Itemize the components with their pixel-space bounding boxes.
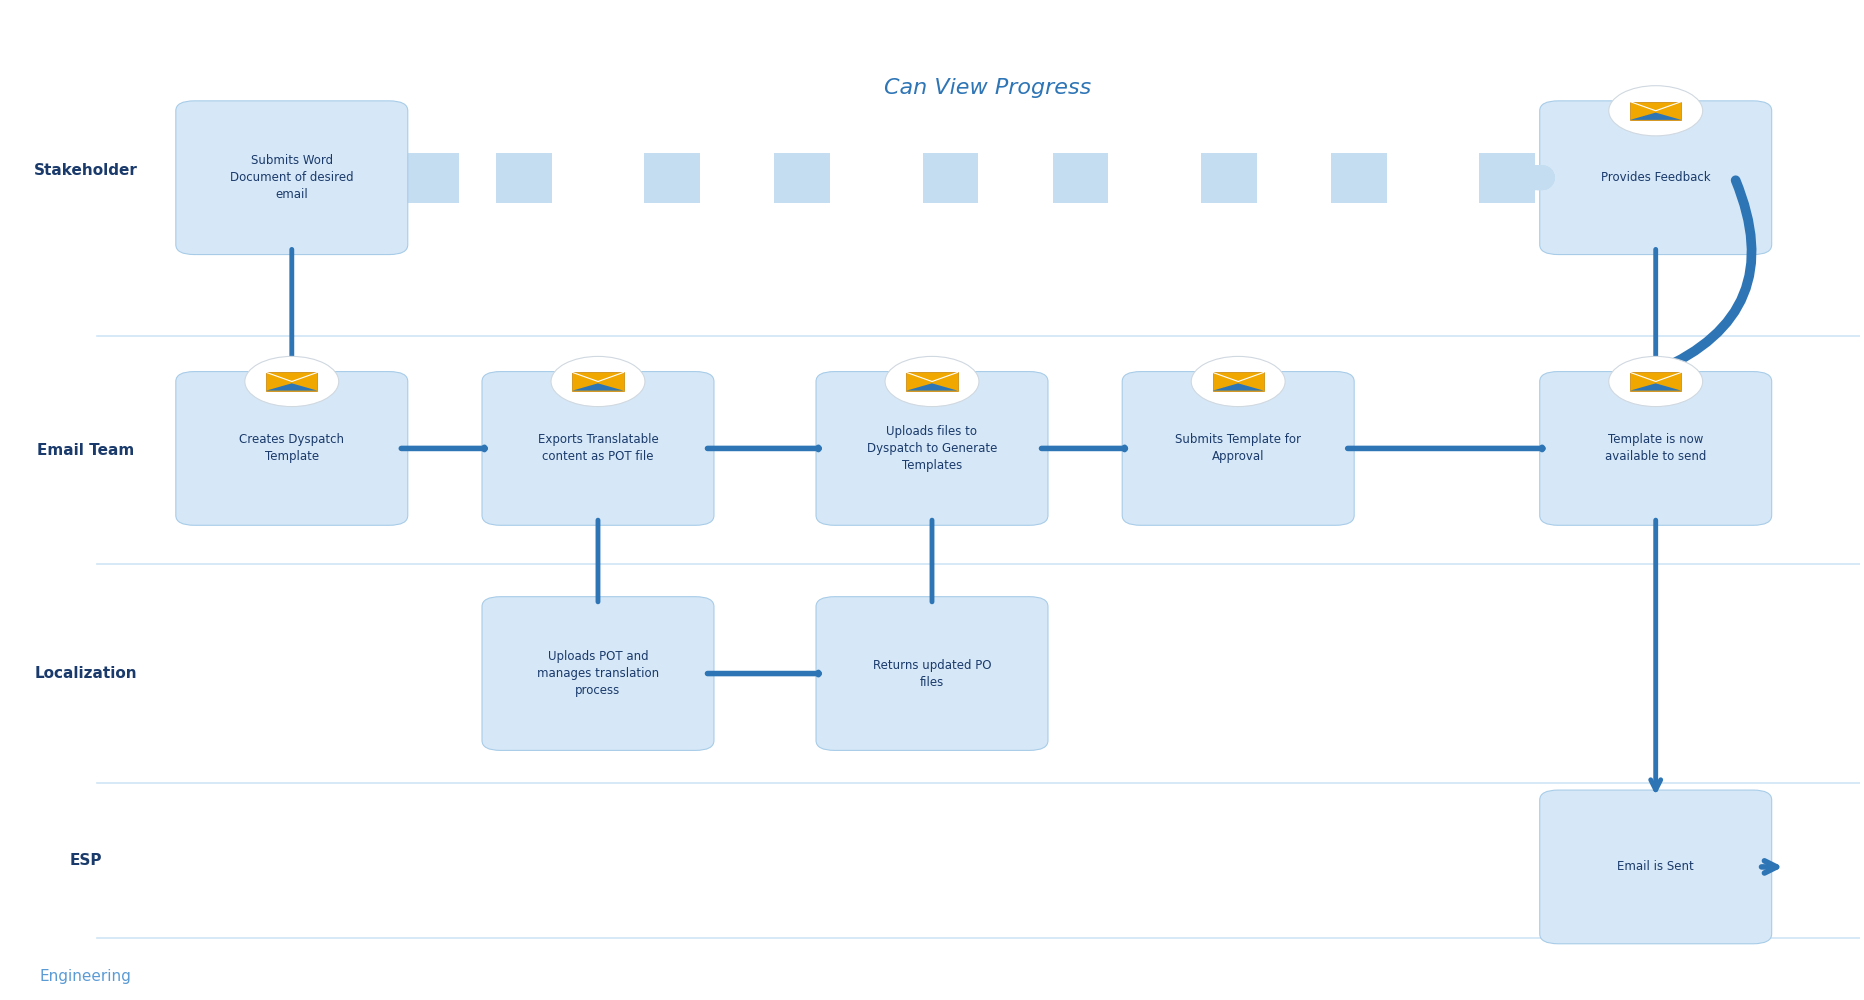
Text: Email Team: Email Team <box>37 443 134 458</box>
Ellipse shape <box>1609 86 1702 136</box>
Text: Submits Word
Document of desired
email: Submits Word Document of desired email <box>229 154 354 201</box>
FancyBboxPatch shape <box>483 597 714 750</box>
FancyBboxPatch shape <box>267 372 317 391</box>
Text: Can View Progress: Can View Progress <box>884 78 1090 98</box>
FancyBboxPatch shape <box>645 153 701 202</box>
Text: Exports Translatable
content as POT file: Exports Translatable content as POT file <box>537 433 658 463</box>
FancyBboxPatch shape <box>403 153 459 202</box>
Text: Localization: Localization <box>35 666 138 681</box>
FancyBboxPatch shape <box>483 372 714 525</box>
Polygon shape <box>1631 383 1681 391</box>
FancyBboxPatch shape <box>1540 372 1771 525</box>
Text: Template is now
available to send: Template is now available to send <box>1605 433 1706 463</box>
FancyBboxPatch shape <box>1200 153 1256 202</box>
Ellipse shape <box>885 356 979 407</box>
FancyBboxPatch shape <box>816 372 1048 525</box>
Text: Email is Sent: Email is Sent <box>1618 860 1694 873</box>
FancyArrowPatch shape <box>1659 180 1752 370</box>
FancyBboxPatch shape <box>774 153 829 202</box>
FancyBboxPatch shape <box>1631 372 1681 391</box>
Text: Provides Feedback: Provides Feedback <box>1601 171 1711 184</box>
FancyBboxPatch shape <box>175 101 408 255</box>
FancyBboxPatch shape <box>923 153 979 202</box>
FancyBboxPatch shape <box>572 372 624 391</box>
FancyBboxPatch shape <box>1053 153 1109 202</box>
Ellipse shape <box>1191 356 1284 407</box>
FancyBboxPatch shape <box>816 597 1048 750</box>
FancyBboxPatch shape <box>175 372 408 525</box>
Polygon shape <box>906 383 958 391</box>
Text: Stakeholder: Stakeholder <box>34 163 138 178</box>
FancyBboxPatch shape <box>496 153 552 202</box>
Text: ESP: ESP <box>69 853 103 868</box>
Text: Uploads POT and
manages translation
process: Uploads POT and manages translation proc… <box>537 650 660 697</box>
Text: Returns updated PO
files: Returns updated PO files <box>872 659 992 689</box>
Text: Creates Dyspatch
Template: Creates Dyspatch Template <box>239 433 345 463</box>
Ellipse shape <box>1609 356 1702 407</box>
Ellipse shape <box>244 356 339 407</box>
FancyBboxPatch shape <box>1540 790 1771 944</box>
FancyBboxPatch shape <box>1122 372 1353 525</box>
Polygon shape <box>1631 113 1681 120</box>
Polygon shape <box>1213 383 1264 391</box>
FancyBboxPatch shape <box>1480 153 1536 202</box>
FancyBboxPatch shape <box>1213 372 1264 391</box>
FancyBboxPatch shape <box>1631 102 1681 120</box>
FancyBboxPatch shape <box>906 372 958 391</box>
Text: Engineering: Engineering <box>39 969 132 984</box>
Text: Submits Template for
Approval: Submits Template for Approval <box>1174 433 1301 463</box>
FancyBboxPatch shape <box>1540 101 1771 255</box>
Text: Uploads files to
Dyspatch to Generate
Templates: Uploads files to Dyspatch to Generate Te… <box>867 425 997 472</box>
Polygon shape <box>572 383 624 391</box>
Ellipse shape <box>552 356 645 407</box>
Polygon shape <box>267 383 317 391</box>
FancyBboxPatch shape <box>1331 153 1387 202</box>
